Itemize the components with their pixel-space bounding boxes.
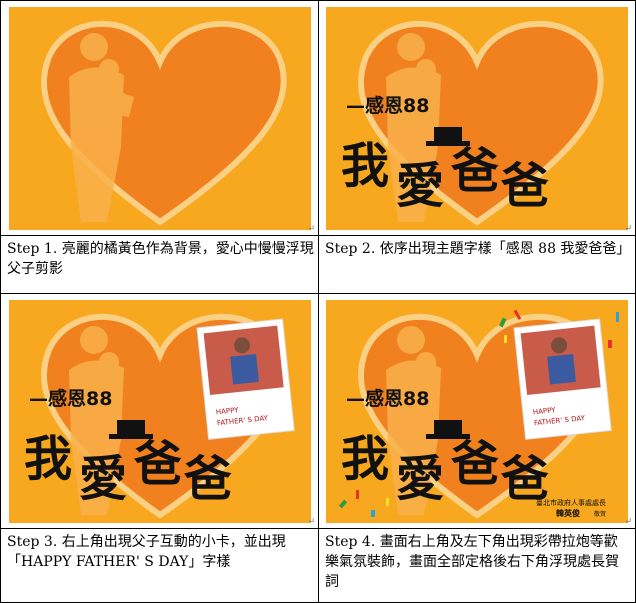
- cell-step3-image: —感恩88 我 愛 爸 爸 HAPPY FATHER' S DAY ↵: [0, 293, 319, 529]
- headline-char-4: 爸: [500, 451, 549, 507]
- step4-artwork: —感恩88 我 愛 爸 爸 HAPPY FATHER' S DAY: [326, 300, 628, 523]
- headline-char-2: 愛: [396, 451, 444, 507]
- subtitle-text: —感恩88: [346, 94, 429, 117]
- cell-step2-image: —感恩88 我 愛 爸 爸 ↵: [318, 0, 636, 236]
- headline-char-2: 愛: [79, 451, 127, 507]
- photo-card: HAPPY FATHER' S DAY: [196, 318, 295, 440]
- hat-icon: [117, 420, 145, 436]
- hat-icon: [434, 420, 462, 436]
- hat-icon: [434, 127, 462, 143]
- photo-card: HAPPY FATHER' S DAY: [513, 318, 612, 440]
- subtitle-text: —感恩88: [29, 387, 112, 410]
- headline-char-3: 爸: [133, 436, 182, 492]
- headline-char-3: 爸: [450, 436, 499, 492]
- signature-suffix: 敬賀: [594, 510, 606, 518]
- panel-step4: —感恩88 我 愛 爸 爸 HAPPY FATHER' S DAY: [326, 300, 628, 523]
- card-line1: HAPPY: [533, 406, 557, 416]
- signature-name: 韓英俊: [556, 508, 580, 518]
- card-line1: HAPPY: [216, 406, 240, 416]
- headline-char-1: 我: [341, 138, 389, 194]
- step4-caption: Step 4. 畫面右上角及左下角出現彩帶拉炮等歡樂氣氛裝飾，畫面全部定格後右下…: [325, 534, 619, 590]
- cell-step2-caption: Step 2. 依序出現主題字樣「感恩 88 我愛爸爸」: [318, 235, 636, 294]
- step3-caption: Step 3. 右上角出現父子互動的小卡，並出現「HAPPY FATHER' S…: [7, 534, 286, 570]
- headline-char-3: 爸: [450, 143, 499, 199]
- step2-artwork: —感恩88 我 愛 爸 爸: [326, 7, 628, 230]
- confetti: [338, 309, 619, 517]
- father-son-silhouette: [69, 33, 134, 223]
- cell-step1-caption: Step 1. 亮麗的橘黃色作為背景，愛心中慢慢浮現父子剪影: [0, 235, 319, 294]
- headline-char-1: 我: [24, 431, 72, 487]
- panel-step1: [9, 7, 311, 230]
- cell-step4-image: —感恩88 我 愛 爸 爸 HAPPY FATHER' S DAY: [318, 293, 636, 529]
- cell-step4-caption: Step 4. 畫面右上角及左下角出現彩帶拉炮等歡樂氣氛裝飾，畫面全部定格後右下…: [318, 528, 636, 603]
- step2-caption: Step 2. 依序出現主題字樣「感恩 88 我愛爸爸」: [325, 241, 631, 257]
- headline-char-1: 我: [341, 431, 389, 487]
- cell-step1-image: ↵: [0, 0, 319, 236]
- step3-artwork: —感恩88 我 愛 爸 爸 HAPPY FATHER' S DAY: [9, 300, 311, 523]
- step1-caption: Step 1. 亮麗的橘黃色作為背景，愛心中慢慢浮現父子剪影: [7, 241, 314, 277]
- subtitle-text: —感恩88: [346, 387, 429, 410]
- panel-step2: —感恩88 我 愛 爸 爸: [326, 7, 628, 230]
- headline-char-4: 爸: [183, 451, 232, 507]
- cell-step3-caption: Step 3. 右上角出現父子互動的小卡，並出現「HAPPY FATHER' S…: [0, 528, 319, 603]
- step1-artwork: [9, 7, 311, 230]
- headline-char-4: 爸: [500, 158, 549, 214]
- headline-char-2: 愛: [396, 158, 444, 214]
- panel-step3: —感恩88 我 愛 爸 爸 HAPPY FATHER' S DAY: [9, 300, 311, 523]
- signature-org: 臺北市政府人事處處長: [536, 498, 606, 507]
